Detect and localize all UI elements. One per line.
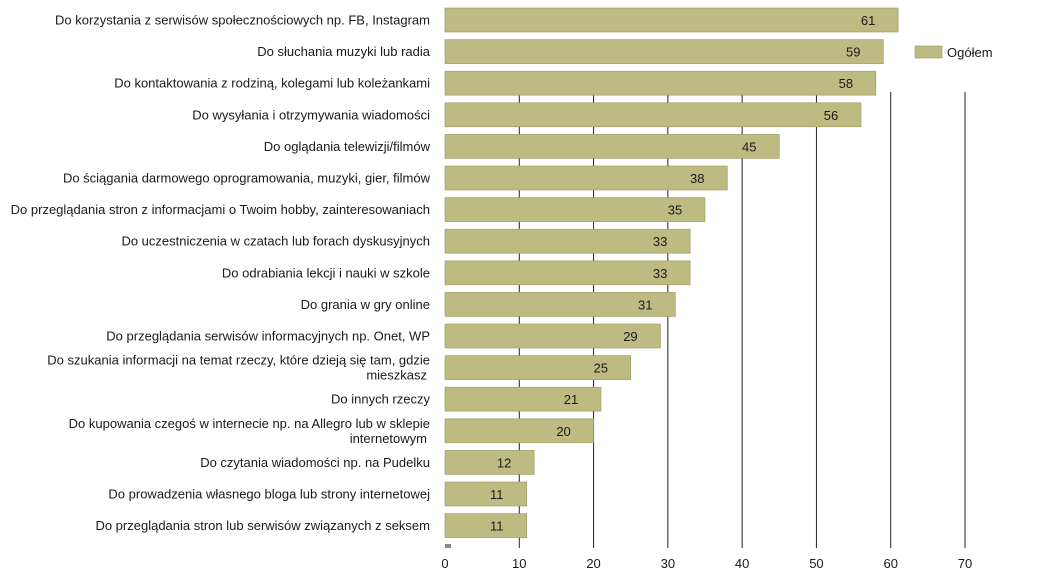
data-label: 59 (846, 45, 860, 60)
x-tick-label: 50 (809, 556, 823, 571)
data-label: 33 (653, 266, 667, 281)
category-label: Do odrabiania lekcji i nauki w szkole (222, 265, 430, 280)
bar (444, 386, 602, 412)
bar (444, 39, 884, 64)
category-label: Do korzystania z serwisów społecznościow… (55, 13, 430, 28)
data-label: 35 (668, 203, 682, 218)
x-tick-label: 10 (512, 556, 526, 571)
bar (444, 323, 661, 349)
x-tick-label: 30 (661, 556, 675, 571)
data-label: 33 (653, 234, 667, 249)
category-label: Do uczestniczenia w czatach lub forach d… (121, 234, 430, 249)
category-label: Do oglądania telewizji/filmów (264, 139, 431, 154)
legend-swatch (914, 45, 943, 59)
axis-origin-mark (445, 544, 451, 548)
bar (444, 292, 676, 317)
category-label: Do kupowania czegoś w internecie np. na … (69, 416, 430, 431)
bar (444, 481, 528, 507)
bar (444, 165, 728, 191)
bar (444, 102, 862, 128)
category-label: Do grania w gry online (301, 297, 430, 312)
data-label: 45 (742, 139, 756, 154)
data-label: 20 (556, 424, 570, 439)
data-label: 29 (623, 329, 637, 344)
bar (444, 260, 691, 286)
data-label: 21 (564, 392, 578, 407)
bar (444, 134, 780, 159)
category-label: Do szukania informacji na temat rzeczy, … (47, 353, 430, 368)
x-tick-label: 0 (441, 556, 448, 571)
legend: Ogółem (914, 45, 993, 60)
x-axis-ticks: 0 10 20 30 40 50 60 70 (441, 556, 972, 571)
x-tick-label: 40 (735, 556, 749, 571)
category-label: internetowym (350, 431, 427, 446)
bar (444, 355, 632, 380)
category-label: mieszkasz (366, 368, 427, 383)
data-label: 56 (824, 108, 838, 123)
bar (444, 228, 691, 254)
data-label: 11 (490, 487, 504, 502)
data-label: 25 (593, 361, 607, 376)
gridlines (445, 92, 966, 548)
data-label: 11 (490, 519, 504, 534)
category-label: Do przeglądania serwisów informacyjnych … (106, 329, 430, 344)
category-label: Do ściągania darmowego oprogramowania, m… (63, 171, 431, 186)
bars (444, 7, 899, 538)
legend-label: Ogółem (947, 45, 993, 60)
bar (444, 70, 877, 96)
category-label: Do wysyłania i otrzymywania wiadomości (192, 107, 430, 122)
x-tick-label: 60 (883, 556, 897, 571)
category-label: Do innych rzeczy (331, 392, 430, 407)
bar (444, 418, 594, 444)
bar (444, 7, 899, 33)
category-label: Do kontaktowania z rodziną, kolegami lub… (114, 76, 430, 91)
data-label: 12 (497, 455, 511, 470)
category-label: Do prowadzenia własnego bloga lub strony… (108, 487, 430, 502)
category-label: Do przeglądania stron lub serwisów związ… (95, 518, 430, 533)
bar (444, 450, 535, 475)
bar (444, 513, 528, 538)
category-label: Do przeglądania stron z informacjami o T… (11, 202, 430, 217)
category-label: Do czytania wiadomości np. na Pudelku (200, 455, 430, 470)
data-labels: 61 59 58 56 45 38 35 33 33 31 29 25 21 20 12 11 11 (490, 13, 875, 534)
category-labels: Do korzystania z serwisów społecznościow… (11, 13, 431, 534)
data-label: 31 (638, 297, 652, 312)
x-tick-label: 70 (958, 556, 972, 571)
bar (444, 197, 706, 222)
data-label: 61 (861, 13, 875, 28)
data-label: 58 (839, 76, 853, 91)
x-tick-label: 20 (586, 556, 600, 571)
data-label: 38 (690, 171, 704, 186)
category-label: Do słuchania muzyki lub radia (257, 44, 430, 59)
